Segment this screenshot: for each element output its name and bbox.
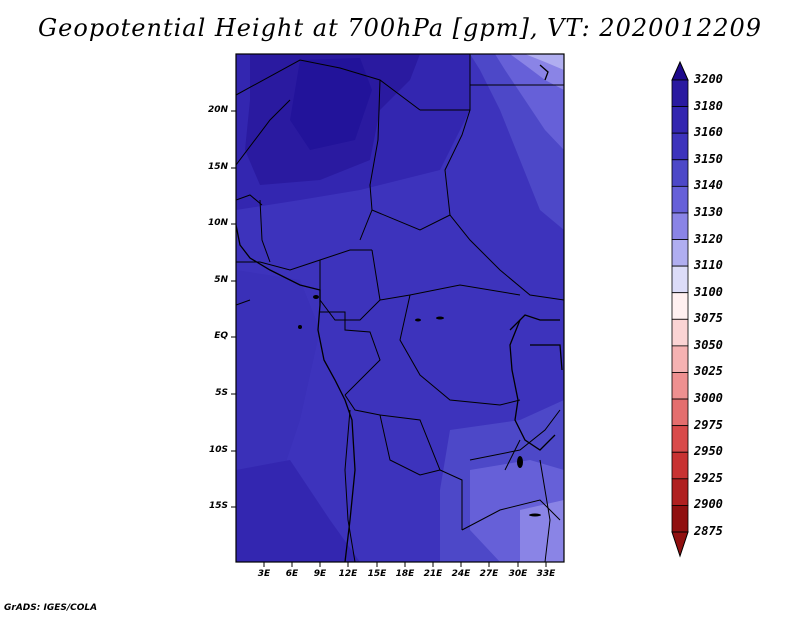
colorbar-level-label: 3130 (694, 204, 723, 219)
lakes (298, 295, 541, 517)
lat-label-15s: 15S (208, 501, 228, 511)
colorbar-level-label: 3000 (694, 391, 723, 406)
colorbar-box (671, 425, 689, 453)
lat-label-20n: 20N (207, 105, 228, 115)
colorbar-top-arrow (671, 60, 689, 81)
colorbar-box (671, 451, 689, 480)
colorbar-box (671, 372, 689, 400)
colorbar-box (671, 239, 689, 267)
lon-label-9e: 9E (313, 569, 327, 579)
lon-label-27e: 27E (479, 569, 499, 579)
colorbar-box (671, 79, 689, 107)
colorbar-level-label: 3110 (694, 258, 723, 273)
colorbar-box (671, 185, 689, 214)
colorbar-box (671, 106, 689, 134)
lon-label-6e: 6E (285, 569, 299, 579)
lat-label-5n: 5N (214, 275, 228, 285)
colorbar-box (671, 318, 689, 347)
country-borders (236, 54, 564, 562)
colorbar-level-label: 3025 (694, 364, 723, 379)
colorbar-box (671, 159, 689, 187)
lat-label-10n: 10N (207, 218, 228, 228)
colorbar-level-label: 2925 (694, 470, 723, 485)
colorbar-level-label: 3180 (694, 98, 723, 113)
colorbar-box (671, 345, 689, 373)
colorbar-level-label: 3140 (694, 178, 723, 193)
lat-label-5s: 5S (215, 388, 228, 398)
lon-label-3e: 3E (257, 569, 271, 579)
lat-label-15n: 15N (207, 162, 228, 172)
lat-ticks (231, 110, 236, 508)
lon-ticks (263, 562, 547, 567)
field-3120-se (520, 500, 564, 562)
lon-label-12e: 12E (338, 569, 358, 579)
colorbar-level-label: 3150 (694, 151, 723, 166)
field-3160-sw (236, 460, 360, 562)
lon-label-21e: 21E (423, 569, 443, 579)
colorbar-box (671, 132, 689, 161)
colorbar-level-label: 2900 (694, 497, 723, 512)
lon-label-30e: 30E (508, 569, 528, 579)
colorbar-bottom-arrow (671, 531, 689, 558)
colorbar-box (671, 478, 689, 506)
chart-title: Geopotential Height at 700hPa [gpm], VT:… (38, 14, 762, 42)
colorbar-level-label: 3200 (694, 72, 723, 86)
colorbar-level-label: 3120 (694, 231, 723, 246)
height-field (236, 54, 564, 562)
colorbar-box (671, 212, 689, 240)
colorbar-box (671, 292, 689, 320)
colorbar (671, 60, 689, 558)
colorbar-level-label: 3075 (694, 311, 723, 326)
colorbar-level-label: 2950 (694, 444, 723, 459)
colorbar-level-label: 3100 (694, 284, 723, 299)
lon-label-18e: 18E (395, 569, 415, 579)
colorbar-box (671, 265, 689, 294)
colorbar-box (671, 398, 689, 427)
colorbar-box (671, 505, 689, 533)
colorbar-level-label: 3160 (694, 125, 723, 140)
coastline (236, 64, 563, 562)
colorbar-level-label: 2975 (694, 417, 723, 432)
grads-credit: GrADS: IGES/COLA (4, 603, 98, 613)
lon-label-15e: 15E (367, 569, 387, 579)
field-3200-core (290, 58, 372, 150)
field-3110-ne (525, 54, 564, 70)
colorbar-level-label: 2875 (694, 524, 723, 538)
lat-label-10s: 10S (208, 445, 228, 455)
lon-label-33e: 33E (536, 569, 556, 579)
colorbar-level-label: 3050 (694, 337, 723, 352)
lon-label-24e: 24E (451, 569, 471, 579)
lat-label-eq: EQ (214, 331, 228, 341)
map-frame (235, 53, 565, 563)
